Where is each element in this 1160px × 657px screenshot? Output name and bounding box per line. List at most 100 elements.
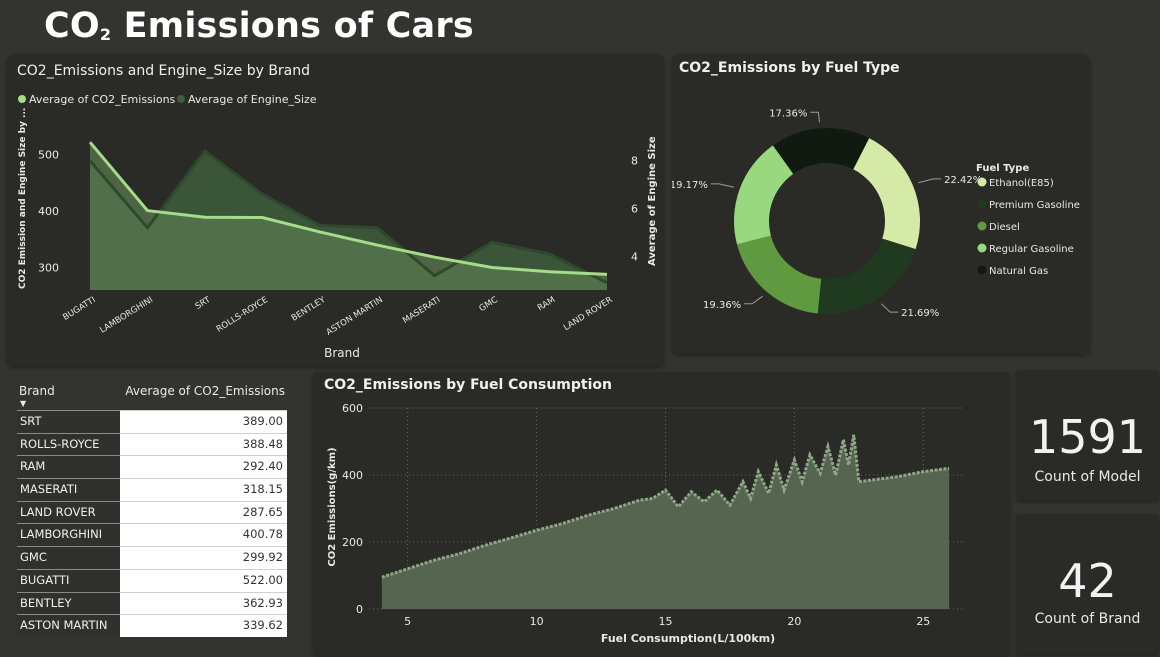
donut-slice[interactable] <box>734 145 794 245</box>
combo-y-right-label: Average of Engine Size <box>647 136 658 266</box>
donut-pct-label: 22.42% <box>944 175 982 186</box>
donut-slice[interactable] <box>853 138 920 250</box>
cell-brand: SRT <box>17 410 120 433</box>
donut-legend-title: Fuel Type <box>976 163 1029 174</box>
table-row[interactable]: ROLLS-ROYCE 388.48 <box>17 432 287 456</box>
table-row[interactable]: BUGATTI 522.00 <box>17 568 287 592</box>
donut-legend-label[interactable]: Premium Gasoline <box>989 200 1080 211</box>
co2-area <box>90 142 607 290</box>
donut-leader-line <box>881 303 899 313</box>
donut-pct-label: 17.36% <box>769 108 807 119</box>
donut-legend-label[interactable]: Diesel <box>989 222 1020 233</box>
sort-down-icon[interactable]: ▼ <box>20 399 27 408</box>
combo-y-left-label: CO2 Emission and Engine Size by ... <box>18 108 28 289</box>
table-row[interactable]: LAND ROVER 287.65 <box>17 500 287 524</box>
kpi-card-models: 1591 Count of Model <box>1016 370 1159 500</box>
emission-line[interactable] <box>381 434 950 579</box>
y-tick: 600 <box>342 402 363 415</box>
donut-pct-label: 19.36% <box>703 300 741 311</box>
x-tick: 15 <box>659 615 673 628</box>
cell-brand: MASERATI <box>17 478 120 501</box>
cell-brand: GMC <box>17 546 120 569</box>
co2-line[interactable] <box>88 141 608 276</box>
donut-legend-swatch <box>977 177 987 187</box>
combo-chart-title: CO2_Emissions and Engine_Size by Brand <box>17 63 311 79</box>
y-left-tick: 300 <box>38 261 59 274</box>
cell-avg-co2: 339.62 <box>120 614 287 637</box>
y-right-tick: 8 <box>631 155 638 168</box>
kpi-models-label: Count of Model <box>1034 469 1141 485</box>
donut-chart-card: CO2_Emissions by Fuel Type 22.42% 21.69% 1… <box>672 54 1090 354</box>
fuel-consumption-title: CO2_Emissions by Fuel Consumption <box>324 377 612 393</box>
emission-area <box>381 434 950 609</box>
kpi-brands-value: 42 <box>1058 554 1117 608</box>
donut-leader-line <box>744 295 763 305</box>
area-ticks: 0 200 400 600 5 10 15 20 25 <box>342 402 930 628</box>
donut-legend-swatch <box>977 221 987 231</box>
combo-marks <box>88 141 608 290</box>
x-tick-brand: BUGATTI <box>61 295 97 323</box>
y-tick: 200 <box>342 536 363 549</box>
legend-co2-label[interactable]: Average of CO2_Emissions <box>29 93 176 106</box>
combo-x-ticks: BUGATTI LAMBORGHINI SRT ROLLS-ROYCE BENTLEYA… <box>61 295 614 338</box>
donut-legend-swatch <box>977 265 987 275</box>
cell-avg-co2: 388.48 <box>120 432 287 456</box>
x-tick: 25 <box>916 615 930 628</box>
legend-co2-swatch <box>18 95 26 103</box>
donut-legend-label[interactable]: Natural Gas <box>989 266 1048 277</box>
table-row[interactable]: RAM 292.40 <box>17 455 287 479</box>
y-tick: 0 <box>356 603 363 616</box>
donut-leader-line <box>918 178 942 184</box>
kpi-models-value: 1591 <box>1028 410 1147 464</box>
cell-avg-co2: 362.93 <box>120 591 287 615</box>
brand-table: Brand Average of CO2_Emissions ▼ SRT 389.… <box>17 380 287 637</box>
x-tick-brand: MASERATI <box>401 295 442 326</box>
x-tick-brand: ROLLS-ROYCE <box>215 295 270 335</box>
table-row[interactable]: BENTLEY 362.93 <box>17 591 287 615</box>
combo-x-label: Brand <box>324 346 360 360</box>
donut-legend-swatch <box>977 243 987 253</box>
donut-leader-line <box>710 183 735 188</box>
kpi-brands-label: Count of Brand <box>1034 611 1141 627</box>
donut-pct-label: 19.17% <box>672 180 708 191</box>
area-y-label: CO2 Emissions(g/km) <box>327 447 338 566</box>
area-marks <box>381 434 950 609</box>
table-row[interactable]: GMC 299.92 <box>17 546 287 569</box>
header-avg-co2[interactable]: Average of CO2_Emissions <box>125 384 285 398</box>
cell-brand: RAM <box>17 455 120 479</box>
x-tick: 20 <box>787 615 801 628</box>
fuel-consumption-chart[interactable]: 0 200 400 600 5 10 15 20 25 Fuel Consumption(L/1… <box>313 372 1010 655</box>
table-row[interactable]: MASERATI 318.15 <box>17 478 287 501</box>
x-tick: 10 <box>530 615 544 628</box>
header-brand[interactable]: Brand <box>19 384 55 398</box>
donut-slice[interactable] <box>736 235 822 314</box>
donut-legend-label[interactable]: Ethanol(E85) <box>989 178 1054 189</box>
x-tick-brand: RAM <box>536 295 557 313</box>
x-tick-brand: LAMBORGHINI <box>98 295 155 336</box>
donut-slice[interactable] <box>817 238 916 314</box>
table-row[interactable]: SRT 389.00 <box>17 410 287 433</box>
cell-avg-co2: 522.00 <box>120 568 287 592</box>
combo-y-right-ticks: 4 6 8 <box>631 155 638 264</box>
x-tick-brand: ASTON MARTIN <box>325 295 385 338</box>
cell-brand: BUGATTI <box>17 568 120 592</box>
donut-labels: 22.42% 21.69% 19.36% 19.17% 17.36% <box>672 108 982 319</box>
kpi-card-brands: 42 Count of Brand <box>1016 514 1159 654</box>
cell-brand: BENTLEY <box>17 591 120 615</box>
table-row[interactable]: LAMBORGHINI 400.78 <box>17 523 287 547</box>
donut-slice[interactable] <box>772 128 870 174</box>
area-x-label: Fuel Consumption(L/100km) <box>601 632 775 645</box>
combo-chart[interactable]: Average of CO2_Emissions Average of Engi… <box>7 54 664 366</box>
legend-engine-label[interactable]: Average of Engine_Size <box>188 93 317 106</box>
engine-size-line[interactable] <box>88 149 608 285</box>
donut-legend-label[interactable]: Regular Gasoline <box>989 244 1074 255</box>
y-tick: 400 <box>342 469 363 482</box>
table-row[interactable]: ASTON MARTIN 339.62 <box>17 614 287 637</box>
combo-y-left-ticks: 300 400 500 <box>38 149 59 275</box>
donut-chart[interactable]: 22.42% 21.69% 19.36% 19.17% 17.36% Fuel Type… <box>672 54 1090 354</box>
donut-pct-label: 21.69% <box>901 308 939 319</box>
cell-avg-co2: 287.65 <box>120 500 287 524</box>
x-tick: 5 <box>404 615 411 628</box>
x-tick-brand: LAND ROVER <box>562 295 615 333</box>
donut-leader-line <box>810 111 821 123</box>
